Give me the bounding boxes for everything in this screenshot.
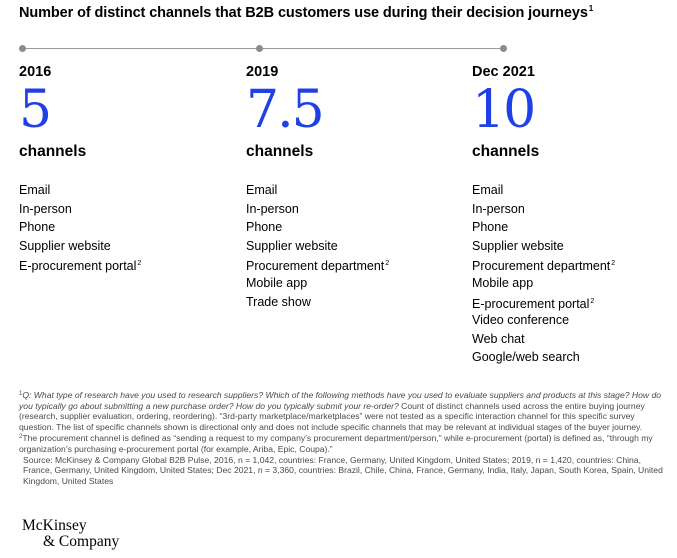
channel-name: Trade show [246,294,311,309]
footnote-2-marker: 2 [19,434,23,441]
channel-name: Phone [246,220,283,235]
period-column: 2019 7.5 channels Email In-person Phone Suppli… [246,62,456,311]
channel-item: Email [472,181,677,200]
footnotes: 1Q: What type of research have you used … [19,389,664,486]
mckinsey-logo: McKinsey & Company [22,518,119,550]
channel-item: Web chat [472,330,677,349]
channel-item: Mobile app [472,274,677,293]
channel-name: Email [19,183,51,197]
period-label: 2016 [19,64,52,80]
timeline-line [23,48,503,49]
channel-item: E-procurement portal2 [19,255,229,274]
channel-name: In-person [246,201,299,216]
channel-item: Procurement department2 [246,255,456,274]
channel-item: Procurement department2 [472,255,677,274]
channel-name: In-person [19,201,72,216]
channel-name: E-procurement portal [19,259,137,274]
channel-item: Mobile app [246,274,456,293]
channel-name: Google/web search [472,350,580,365]
timeline-dot-2016 [19,45,26,52]
timeline-dot-2019 [256,45,263,52]
footnote-2-text: The procurement channel is defined as “s… [19,433,653,454]
channel-item: In-person [246,200,456,219]
channel-count: 7.5 [246,80,325,140]
channel-item: Supplier website [19,237,229,256]
logo-line-1: McKinsey [22,517,87,534]
channel-item: E-procurement portal2 [472,293,677,312]
channel-item: Google/web search [472,348,677,367]
channel-item: Supplier website [472,237,677,256]
channel-footnote-marker: 2 [611,260,616,268]
channel-name: Mobile app [472,275,534,290]
channel-name: Supplier website [246,238,338,253]
channel-name: Procurement department [472,259,611,274]
channel-name: Supplier website [19,238,111,253]
channel-name: E-procurement portal [472,296,590,311]
channel-list: Email In-person Phone Supplier website E-pro… [19,181,229,274]
channel-count: 10 [472,80,536,140]
channel-name: Web chat [472,331,525,346]
channel-unit: channels [472,143,540,160]
channel-footnote-marker: 2 [590,297,595,305]
channel-item: Email [19,181,229,200]
channel-item: Phone [19,218,229,237]
period-column: 2016 5 channels Email In-person Phone Supplier… [19,62,229,274]
period-column: Dec 2021 10 channels Email In-person Phone Sup… [472,62,677,367]
channel-name: Phone [19,220,56,235]
title-footnote-marker: 1 [588,4,594,13]
footnote-1-text: Count of distinct channels used across t… [19,400,645,432]
channel-item: In-person [19,200,229,219]
channel-name: Video conference [472,313,570,328]
period-label: 2019 [246,64,279,80]
channel-item: Trade show [246,293,456,312]
channel-item: Email [246,181,456,200]
logo-line-2: & Company [43,533,120,550]
channel-item: In-person [472,200,677,219]
channel-footnote-marker: 2 [137,260,142,268]
channel-item: Phone [246,218,456,237]
footnote-1-question: Q: What type of research have you used t… [19,390,662,411]
chart-title: Number of distinct channels that B2B cus… [19,4,593,21]
chart-title-text: Number of distinct channels that B2B cus… [19,5,588,21]
channel-name: Supplier website [472,238,564,253]
channel-item: Supplier website [246,237,456,256]
channel-name: Procurement department [246,259,385,274]
footnote-1: 1Q: What type of research have you used … [19,389,664,432]
channel-name: Phone [472,220,509,235]
channel-name: Mobile app [246,275,308,290]
timeline-dot-2021 [500,45,507,52]
footnote-2: 2The procurement channel is defined as “… [19,432,664,454]
channel-name: In-person [472,201,525,216]
footnote-1-marker: 1 [19,391,23,397]
channel-name: Email [472,183,504,197]
channel-unit: channels [19,143,87,160]
channel-count: 5 [19,80,52,140]
channel-list: Email In-person Phone Supplier website Procu… [246,181,456,311]
channel-name: Email [246,183,278,197]
channel-list: Email In-person Phone Supplier website Procu… [472,181,677,367]
channel-unit: channels [246,143,314,160]
period-label: Dec 2021 [472,64,535,80]
channel-item: Phone [472,218,677,237]
timeline [19,45,507,53]
channel-footnote-marker: 2 [385,260,390,268]
channel-item: Video conference [472,311,677,330]
source-note: Source: McKinsey & Company Global B2B Pu… [23,454,663,486]
